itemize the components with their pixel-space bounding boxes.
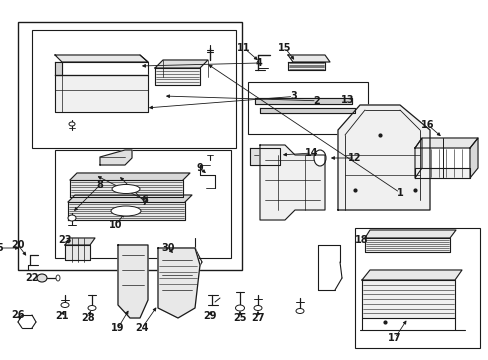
- Polygon shape: [70, 173, 190, 180]
- Text: 26: 26: [11, 310, 25, 320]
- Bar: [124, 275, 139, 295]
- Polygon shape: [68, 195, 192, 202]
- Polygon shape: [55, 75, 148, 112]
- Text: 28: 28: [81, 313, 95, 323]
- Ellipse shape: [111, 206, 141, 216]
- Ellipse shape: [253, 306, 262, 310]
- Text: 2: 2: [313, 96, 320, 106]
- Polygon shape: [414, 168, 469, 178]
- Ellipse shape: [88, 306, 96, 310]
- Polygon shape: [55, 62, 62, 75]
- Bar: [247, 82, 367, 134]
- Text: 4: 4: [255, 58, 262, 68]
- Text: 29: 29: [203, 311, 216, 321]
- Polygon shape: [158, 248, 200, 318]
- Polygon shape: [118, 245, 148, 318]
- Polygon shape: [254, 98, 351, 104]
- Ellipse shape: [69, 122, 75, 126]
- Polygon shape: [155, 68, 200, 85]
- Ellipse shape: [235, 305, 244, 311]
- Polygon shape: [55, 55, 148, 62]
- Text: 19: 19: [111, 323, 124, 333]
- Polygon shape: [68, 202, 184, 220]
- Text: 22: 22: [25, 273, 39, 283]
- Text: 23: 23: [58, 235, 72, 245]
- Text: 17: 17: [387, 333, 401, 343]
- Ellipse shape: [37, 274, 47, 282]
- Text: 15: 15: [278, 43, 291, 53]
- Text: 25: 25: [233, 313, 246, 323]
- Polygon shape: [287, 55, 329, 62]
- Bar: [354, 228, 479, 348]
- Text: 8: 8: [96, 180, 103, 190]
- Polygon shape: [414, 138, 421, 178]
- Text: 13: 13: [341, 95, 354, 105]
- Polygon shape: [364, 230, 455, 238]
- Polygon shape: [65, 245, 90, 260]
- Ellipse shape: [313, 150, 325, 166]
- Bar: [18, 22, 242, 270]
- Polygon shape: [337, 105, 429, 210]
- Text: 6: 6: [142, 195, 148, 205]
- Ellipse shape: [68, 215, 76, 221]
- Text: 21: 21: [55, 311, 69, 321]
- Text: 18: 18: [354, 235, 368, 245]
- Polygon shape: [287, 62, 325, 70]
- Text: 30: 30: [161, 243, 174, 253]
- Text: 20: 20: [11, 240, 25, 250]
- Polygon shape: [155, 60, 207, 68]
- Polygon shape: [361, 280, 454, 318]
- Text: 27: 27: [251, 313, 264, 323]
- Text: 10: 10: [109, 220, 122, 230]
- Text: 5: 5: [0, 243, 3, 253]
- Polygon shape: [65, 238, 95, 245]
- Polygon shape: [414, 138, 477, 148]
- Polygon shape: [364, 238, 449, 252]
- Text: 3: 3: [289, 91, 296, 102]
- Text: 24: 24: [135, 323, 148, 333]
- Polygon shape: [260, 145, 325, 220]
- Polygon shape: [469, 138, 477, 178]
- Ellipse shape: [295, 309, 304, 314]
- Text: 1: 1: [396, 188, 403, 198]
- Polygon shape: [260, 108, 354, 113]
- Ellipse shape: [61, 302, 69, 307]
- Ellipse shape: [112, 184, 140, 194]
- Polygon shape: [70, 180, 183, 197]
- Text: 9: 9: [196, 163, 203, 173]
- Text: 14: 14: [305, 148, 318, 158]
- Polygon shape: [249, 148, 280, 165]
- Text: 11: 11: [237, 43, 250, 53]
- Bar: [32, 30, 236, 148]
- Bar: [55, 150, 230, 258]
- Text: 16: 16: [420, 120, 434, 130]
- Text: 7: 7: [142, 197, 148, 207]
- Polygon shape: [100, 150, 132, 165]
- Polygon shape: [361, 270, 461, 280]
- Text: 12: 12: [347, 153, 361, 163]
- Ellipse shape: [56, 275, 60, 281]
